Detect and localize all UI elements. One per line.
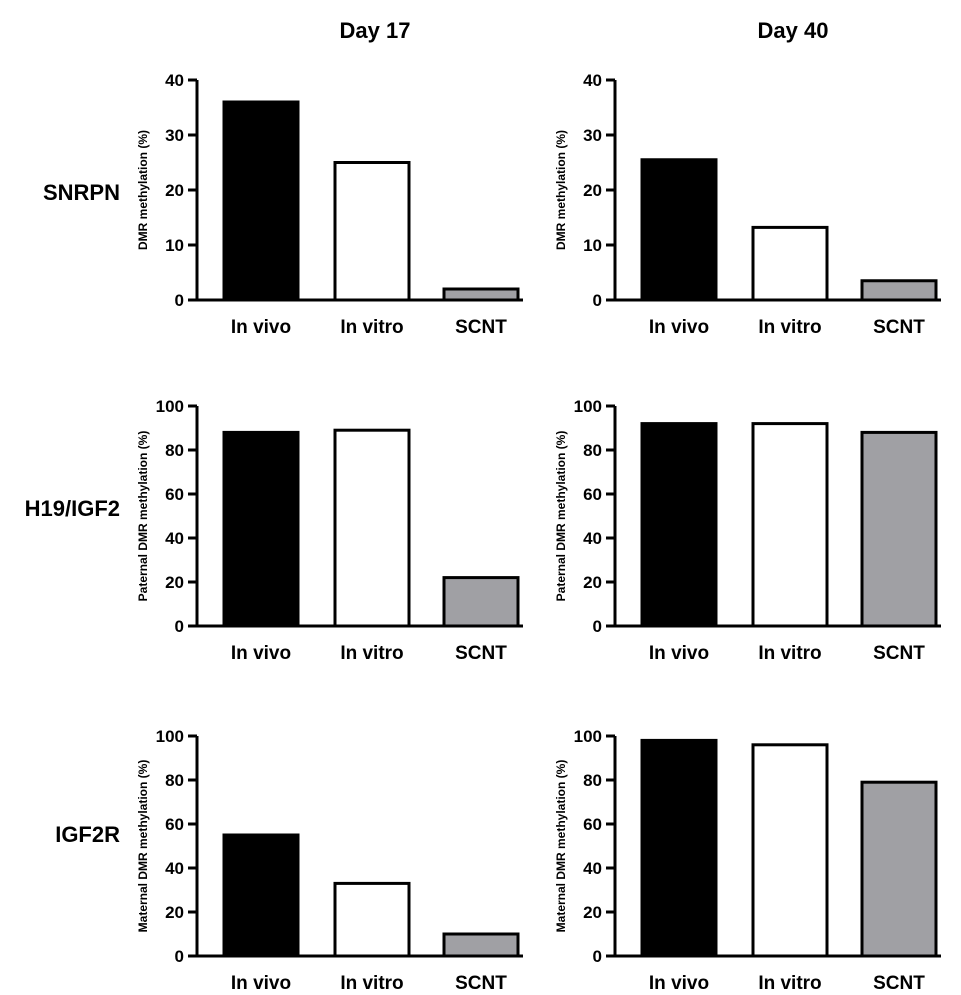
y-tick-label: 40 [165, 529, 184, 548]
y-tick-label: 10 [583, 236, 602, 255]
y-tick-label: 20 [583, 181, 602, 200]
category-label: SCNT [873, 317, 925, 338]
y-tick-label: 20 [583, 903, 602, 922]
category-label: In vivo [231, 317, 291, 338]
row-label-h19-igf2: H19/IGF2 [25, 496, 120, 521]
bar [860, 780, 938, 958]
bar [333, 881, 411, 958]
y-tick-label: 40 [165, 859, 184, 878]
y-axis-label: Paternal DMR methylation (%) [554, 431, 568, 602]
y-tick-label: 80 [165, 771, 184, 790]
y-tick-label: 30 [583, 126, 602, 145]
row-label-snrpn: SNRPN [43, 180, 120, 205]
y-tick-label: 40 [583, 529, 602, 548]
category-label: In vivo [649, 317, 709, 338]
y-tick-label: 20 [165, 903, 184, 922]
category-label: In vitro [758, 643, 821, 664]
category-label: In vivo [649, 643, 709, 664]
category-label: In vitro [340, 973, 403, 994]
category-label: SCNT [873, 643, 925, 664]
bar [860, 430, 938, 628]
y-tick-label: 0 [593, 947, 602, 966]
y-tick-label: 20 [165, 573, 184, 592]
chart-panel-5: In vivo In vitro SCNT 0 20 40 60 80 100 Maternal … [136, 727, 523, 994]
bar [333, 161, 411, 302]
y-tick-label: 40 [583, 859, 602, 878]
y-axis-label: Maternal DMR methylation (%) [554, 760, 568, 933]
category-label: In vivo [231, 643, 291, 664]
y-axis-label: DMR methylation (%) [554, 130, 568, 250]
bar [751, 743, 829, 958]
y-tick-label: 0 [175, 947, 184, 966]
bar [860, 279, 938, 302]
category-label: SCNT [455, 973, 507, 994]
y-tick-label: 40 [165, 71, 184, 90]
y-tick-label: 60 [165, 485, 184, 504]
bar [442, 932, 520, 958]
category-label: In vitro [340, 643, 403, 664]
y-tick-label: 20 [165, 181, 184, 200]
y-tick-label: 100 [574, 397, 602, 416]
bar [751, 422, 829, 628]
bar [333, 428, 411, 628]
category-label: In vitro [758, 973, 821, 994]
y-tick-label: 100 [156, 397, 184, 416]
category-label: SCNT [455, 643, 507, 664]
bar [222, 100, 300, 302]
bar [640, 158, 718, 302]
chart-panel-3: In vivo In vitro SCNT 0 20 40 60 80 100 Paternal … [136, 397, 523, 664]
bar [751, 225, 829, 302]
column-title-day17: Day 17 [340, 18, 411, 43]
chart-panel-6: In vivo In vitro SCNT 0 20 40 60 80 100 Maternal … [554, 727, 941, 994]
y-tick-label: 80 [165, 441, 184, 460]
chart-panel-1: In vivo In vitro SCNT 0 10 20 30 40 DMR methylat… [136, 71, 523, 338]
bar [640, 738, 718, 958]
chart-panel-4: In vivo In vitro SCNT 0 20 40 60 80 100 Paternal … [554, 397, 941, 664]
bar [640, 422, 718, 628]
bar [222, 430, 300, 628]
bar [442, 576, 520, 628]
bar [222, 833, 300, 958]
chart-panel-2: In vivo In vitro SCNT 0 10 20 30 40 DMR methylat… [554, 71, 941, 338]
y-tick-label: 0 [175, 617, 184, 636]
category-label: SCNT [873, 973, 925, 994]
column-title-day40: Day 40 [758, 18, 829, 43]
y-tick-label: 80 [583, 771, 602, 790]
y-tick-label: 0 [593, 617, 602, 636]
y-tick-label: 60 [583, 485, 602, 504]
chart-panels: In vivo In vitro SCNT 0 10 20 30 40 DMR methylat… [136, 71, 941, 994]
y-tick-label: 0 [175, 291, 184, 310]
category-label: In vivo [231, 973, 291, 994]
y-tick-label: 40 [583, 71, 602, 90]
row-label-igf2r: IGF2R [55, 822, 120, 847]
y-tick-label: 100 [156, 727, 184, 746]
y-axis-label: Paternal DMR methylation (%) [136, 431, 150, 602]
y-tick-label: 100 [574, 727, 602, 746]
y-axis-label: Maternal DMR methylation (%) [136, 760, 150, 933]
bar [442, 287, 520, 302]
y-tick-label: 10 [165, 236, 184, 255]
y-tick-label: 0 [593, 291, 602, 310]
y-axis-label: DMR methylation (%) [136, 130, 150, 250]
y-tick-label: 60 [583, 815, 602, 834]
y-tick-label: 30 [165, 126, 184, 145]
y-tick-label: 80 [583, 441, 602, 460]
category-label: In vivo [649, 973, 709, 994]
category-label: In vitro [758, 317, 821, 338]
category-label: SCNT [455, 317, 507, 338]
y-tick-label: 60 [165, 815, 184, 834]
category-label: In vitro [340, 317, 403, 338]
y-tick-label: 20 [583, 573, 602, 592]
